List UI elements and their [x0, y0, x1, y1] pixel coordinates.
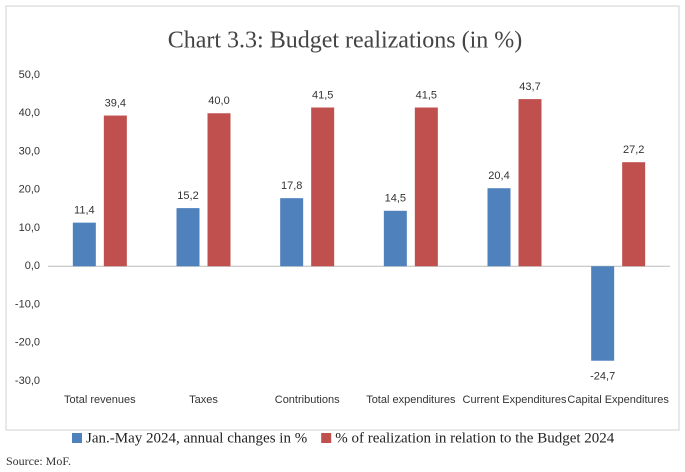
value-label: 43,7	[519, 81, 540, 93]
bar	[311, 107, 335, 267]
value-label: 20,4	[488, 170, 509, 182]
bar	[176, 208, 200, 267]
legend-swatch	[321, 433, 332, 443]
bar	[383, 210, 407, 267]
value-label: 41,5	[416, 89, 437, 101]
chart-title: Chart 3.3: Budget realizations (in %)	[168, 28, 523, 54]
bar	[72, 222, 96, 267]
bar	[591, 266, 615, 361]
y-tick-label: -30,0	[15, 375, 40, 387]
value-label: 27,2	[623, 144, 644, 156]
value-label: 39,4	[105, 97, 126, 109]
bar	[518, 99, 542, 267]
bar	[487, 188, 511, 267]
source: Source: MoF.	[6, 454, 71, 468]
value-label: 14,5	[385, 193, 406, 205]
y-tick-label: 30,0	[19, 145, 40, 157]
value-label: 11,4	[74, 205, 95, 217]
y-tick-label: -10,0	[15, 298, 40, 310]
y-tick-label: 10,0	[19, 222, 40, 234]
value-label: 40,0	[208, 95, 229, 107]
x-tick-label: Contributions	[275, 394, 340, 406]
legend-swatch	[72, 433, 82, 443]
y-tick-label: -20,0	[15, 337, 40, 349]
bar	[207, 113, 231, 267]
y-tick-label: 50,0	[19, 69, 40, 81]
value-label: 17,8	[281, 180, 302, 192]
value-label: 41,5	[312, 89, 333, 101]
bar	[280, 198, 304, 267]
x-tick-label: Taxes	[189, 394, 218, 406]
x-tick-label: Total revenues	[64, 394, 136, 406]
bar	[103, 115, 127, 267]
y-tick-label: 40,0	[19, 107, 40, 119]
legend-label: % of realization in relation to the Budg…	[335, 430, 615, 446]
y-tick-label: 20,0	[19, 184, 40, 196]
bar	[414, 107, 438, 267]
legend-label: Jan.-May 2024, annual changes in %	[86, 430, 307, 446]
x-tick-label: Current Expenditures	[463, 394, 567, 406]
bar	[622, 162, 646, 267]
x-tick-label: Total expenditures	[366, 394, 456, 406]
x-tick-label: Capital Expenditures	[567, 394, 669, 406]
y-tick-label: 0,0	[25, 260, 40, 272]
value-label: -24,7	[590, 371, 615, 383]
value-label: 15,2	[177, 190, 198, 202]
